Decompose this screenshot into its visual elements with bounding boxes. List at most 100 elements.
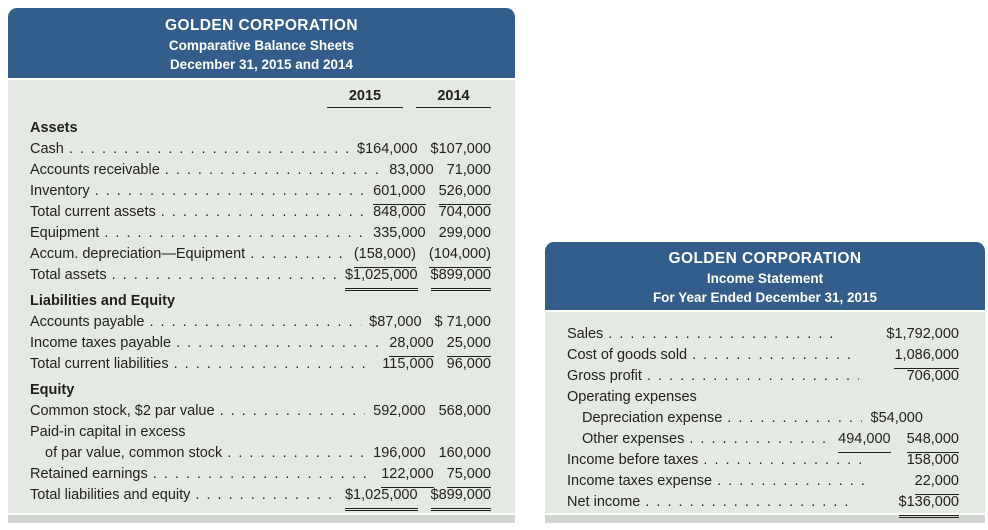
amount-total-column: 158,000 — [907, 450, 959, 473]
dot-leader — [689, 429, 830, 450]
amount-total-column: 548,000 — [906, 429, 959, 453]
amount-text: 96,000 — [446, 356, 491, 372]
amount-2015: 592,000 — [373, 401, 425, 424]
income-statement-header: GOLDEN CORPORATION Income Statement For … — [545, 242, 985, 310]
amount-text: 196,000 — [373, 445, 426, 461]
balance-sheet-body: 2015 2014 Assets Cash $164,000 $107,000 Acco… — [8, 78, 515, 513]
amount-2015 — [327, 392, 403, 394]
amount-2014 — [416, 434, 491, 436]
table-row: Other expenses 494,000 548,000 — [567, 429, 959, 453]
column-header-2014: 2014 — [416, 88, 491, 108]
amount-text: 28,000 — [389, 335, 434, 351]
balance-sheet-company-name: GOLDEN CORPORATION — [165, 17, 358, 34]
table-row: Liabilities and Equity — [30, 291, 491, 312]
amount-2015: 83,000 — [389, 160, 433, 183]
row-label: Net income — [567, 494, 641, 510]
amount-total-column: $136,000 — [898, 492, 959, 518]
amount-text: 494,000 — [838, 431, 891, 447]
amount-text: $107,000 — [430, 141, 491, 157]
amount-text: 335,000 — [373, 225, 426, 241]
row-label: Assets — [30, 120, 78, 136]
row-label: of par value, common stock — [45, 445, 223, 461]
dot-leader — [153, 464, 374, 485]
dot-leader — [250, 244, 346, 265]
amount-text: (158,000) — [353, 246, 416, 262]
amount-text: 299,000 — [438, 225, 491, 241]
amount-text: $899,000 — [430, 267, 491, 283]
currency-sign: $ — [898, 494, 907, 510]
amount-detail-column — [845, 336, 870, 338]
table-row: of par value, common stock 196,000 160,000 — [30, 443, 491, 464]
dot-leader — [176, 333, 381, 354]
balance-sheet-rows: Assets Cash $164,000 $107,000 Accounts recei… — [30, 118, 491, 511]
income-statement-rows: Sales $1,792,000 Cost of goods sold 1,086,0… — [567, 324, 959, 518]
income-statement-period: For Year Ended December 31, 2015 — [652, 290, 878, 305]
amount-text: 160,000 — [438, 445, 491, 461]
table-row: Equity — [30, 380, 491, 401]
amount-detail-column — [861, 357, 879, 359]
amount-2014: 299,000 — [439, 223, 491, 246]
amount-2014 — [416, 303, 491, 305]
amount-2014: (104,000) — [428, 244, 491, 268]
table-row: Income taxes payable 28,000 25,000 — [30, 333, 491, 357]
amount-2014: 71,000 — [447, 160, 491, 183]
amount-2015 — [327, 130, 403, 132]
row-label: Total liabilities and equity — [30, 487, 191, 503]
table-row: Operating expenses — [567, 387, 959, 408]
dot-leader — [95, 181, 366, 202]
amount-2014: 568,000 — [439, 401, 491, 424]
table-row: Gross profit 706,000 — [567, 366, 959, 387]
currency-sign: $ — [369, 314, 378, 330]
balance-sheet-period: December 31, 2015 and 2014 — [169, 57, 354, 72]
amount-2014: $ 71,000 — [435, 312, 491, 335]
amount-text: $1,025,000 — [344, 487, 418, 503]
balance-sheet-panel: GOLDEN CORPORATION Comparative Balance S… — [8, 8, 515, 523]
amount-2015: $1,025,000 — [344, 485, 418, 511]
amount-2014 — [416, 392, 491, 394]
amount-text: 568,000 — [438, 403, 491, 419]
amount-2014: 704,000 — [439, 202, 491, 225]
dot-leader — [227, 443, 365, 464]
table-row: Paid-in capital in excess — [30, 422, 491, 443]
row-label: Other expenses — [582, 431, 685, 447]
amount-2014: $899,000 — [430, 265, 491, 291]
amount-2015: 848,000 — [373, 202, 425, 225]
dot-leader — [161, 202, 365, 223]
amount-2015: 28,000 — [389, 333, 434, 357]
balance-sheet-header: GOLDEN CORPORATION Comparative Balance S… — [8, 8, 515, 78]
table-row: Sales $1,792,000 — [567, 324, 959, 345]
amount-text: 158,000 — [906, 452, 959, 468]
amount-2014: 526,000 — [438, 181, 491, 205]
amount-text: (104,000) — [428, 246, 491, 262]
income-statement-company-name: GOLDEN CORPORATION — [668, 250, 862, 267]
currency-sign: $ — [357, 141, 366, 157]
amount-text: $1,792,000 — [886, 326, 959, 342]
amount-text: 1,086,000 — [894, 347, 959, 363]
table-row: Inventory 601,000 526,000 — [30, 181, 491, 205]
row-label: Income taxes payable — [30, 335, 172, 351]
row-label: Operating expenses — [567, 389, 697, 405]
row-label: Common stock, $2 par value — [30, 403, 215, 419]
amount-text: 83,000 — [389, 162, 434, 178]
dot-leader — [608, 324, 837, 345]
amount-text: 54,000 — [878, 410, 923, 426]
table-row: Total assets $1,025,000 $899,000 — [30, 265, 491, 291]
amount-text: $899,000 — [430, 487, 491, 503]
amount-total-column: 22,000 — [914, 471, 959, 495]
row-label: Total current liabilities — [30, 356, 169, 372]
amount-detail-column — [867, 378, 890, 380]
table-row: Cost of goods sold 1,086,000 — [567, 345, 959, 369]
row-label: Cash — [30, 141, 64, 157]
amount-2015: 122,000 — [381, 464, 434, 488]
table-row: Cash $164,000 $107,000 — [30, 139, 491, 160]
amount-detail-column — [807, 399, 865, 401]
dot-leader — [220, 401, 366, 422]
amount-2014: 160,000 — [439, 443, 491, 466]
amount-2015 — [327, 303, 403, 305]
dot-leader — [727, 408, 862, 429]
dot-leader — [104, 223, 365, 244]
amount-text: 136,000 — [906, 494, 959, 510]
row-label: Inventory — [30, 183, 90, 199]
dot-leader — [174, 354, 375, 375]
amount-detail-column — [860, 504, 883, 506]
